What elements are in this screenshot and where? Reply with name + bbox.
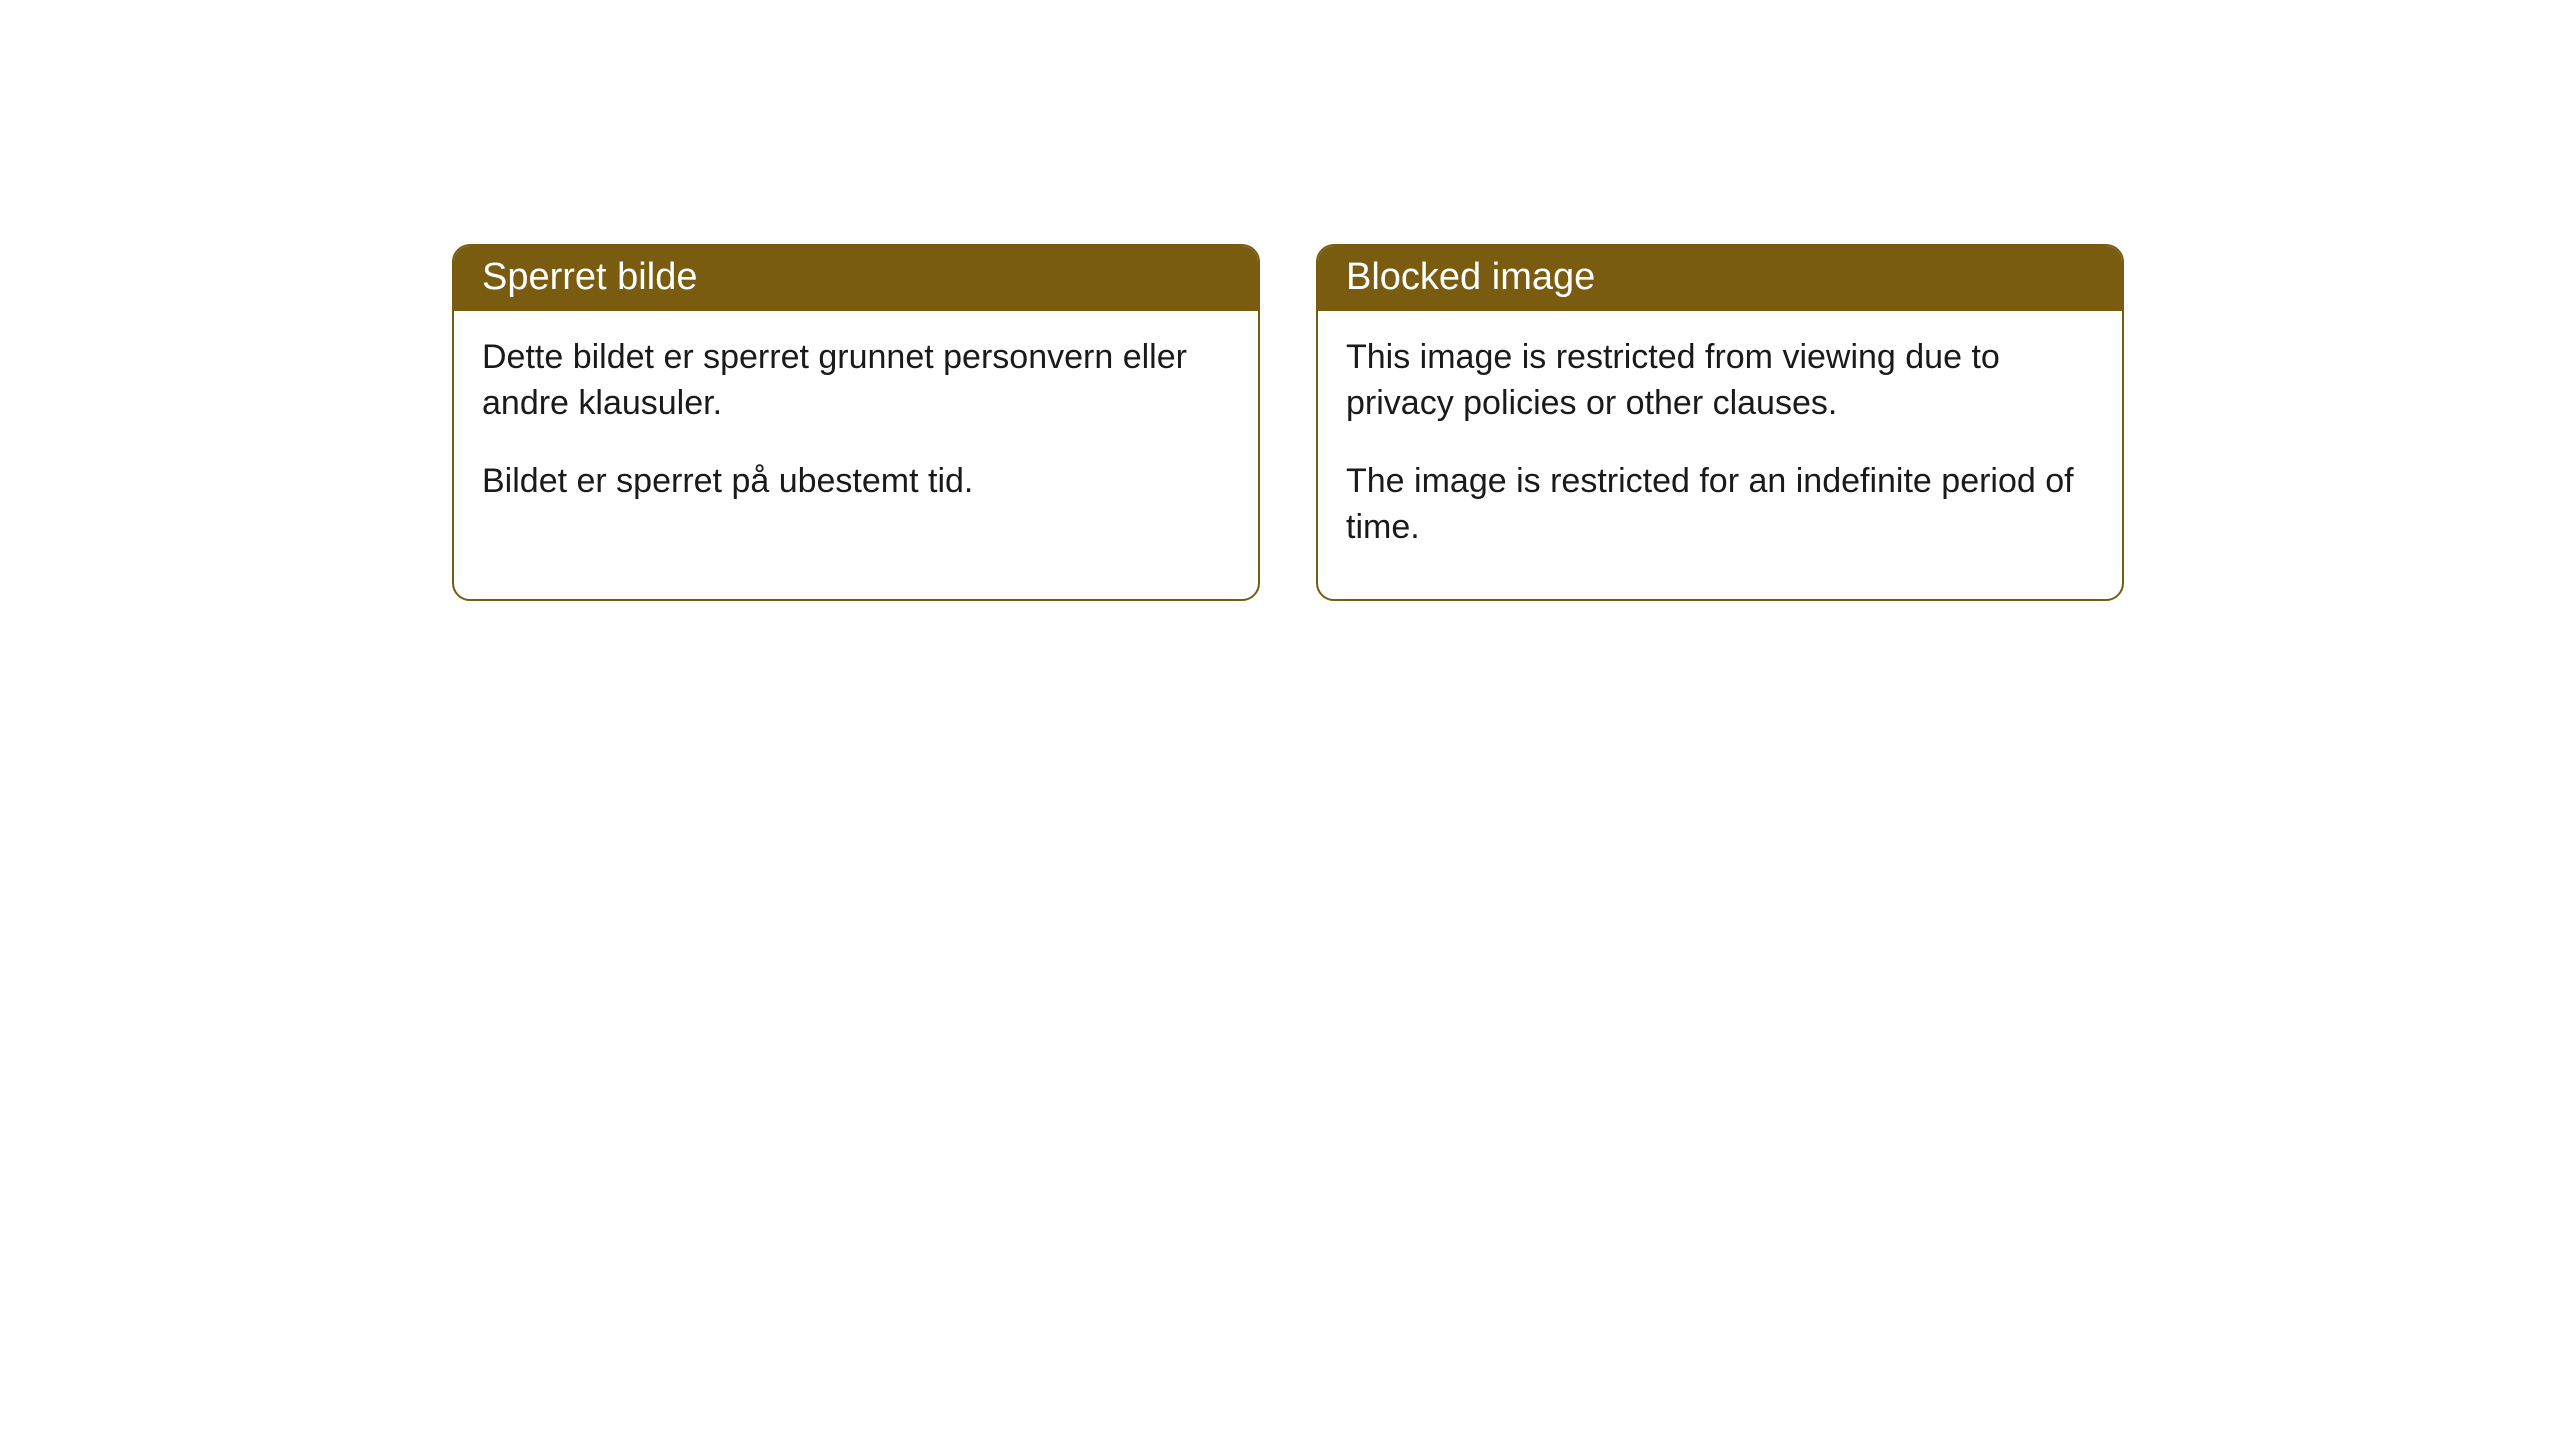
notice-text: Bildet er sperret på ubestemt tid. bbox=[482, 459, 1230, 505]
notice-text: The image is restricted for an indefinit… bbox=[1346, 459, 2094, 551]
notice-card-english: Blocked image This image is restricted f… bbox=[1316, 244, 2124, 601]
card-body-norwegian: Dette bildet er sperret grunnet personve… bbox=[454, 311, 1258, 553]
notice-container: Sperret bilde Dette bildet er sperret gr… bbox=[452, 244, 2124, 601]
notice-text: This image is restricted from viewing du… bbox=[1346, 335, 2094, 427]
notice-text: Dette bildet er sperret grunnet personve… bbox=[482, 335, 1230, 427]
card-header-norwegian: Sperret bilde bbox=[454, 246, 1258, 311]
notice-card-norwegian: Sperret bilde Dette bildet er sperret gr… bbox=[452, 244, 1260, 601]
card-header-english: Blocked image bbox=[1318, 246, 2122, 311]
card-body-english: This image is restricted from viewing du… bbox=[1318, 311, 2122, 599]
